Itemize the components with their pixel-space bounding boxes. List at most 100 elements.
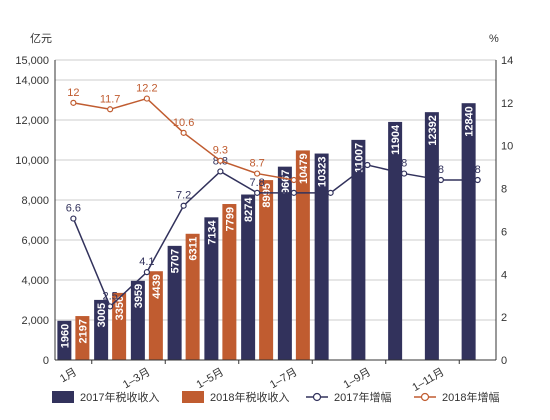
bar-2017-7 [314, 153, 329, 360]
y-right-tick-0: 0 [501, 355, 507, 367]
y-left-unit: 亿元 [30, 32, 52, 45]
bar-label-2018-3: 6311 [188, 237, 200, 261]
point-label-2017-1: 2.5 [102, 290, 117, 302]
y-right-tick-7: 14 [501, 55, 513, 67]
bar-2018-0 [75, 316, 90, 360]
legend-label-3: 2018年增幅 [442, 390, 499, 404]
bar-label-2017-5: 8274 [243, 197, 255, 222]
point-label-2017-9: 8 [401, 158, 407, 170]
point-2017-4 [217, 168, 224, 175]
x-tick-label-1: 1–3月 [121, 366, 152, 391]
bar-2018-4 [222, 204, 237, 360]
bar-2017-0 [57, 320, 72, 360]
point-label-2018-1: 11.7 [100, 93, 121, 105]
legend-label-2: 2017年增幅 [334, 390, 391, 404]
point-2017-0 [70, 215, 77, 222]
bar-label-2017-1: 3005 [96, 303, 108, 327]
bar-2017-3 [167, 245, 182, 360]
bar-label-2017-10: 12392 [427, 115, 439, 146]
y-right-tick-1: 2 [501, 312, 507, 324]
point-2017-9 [401, 170, 408, 177]
bar-label-2017-6: 9667 [280, 170, 292, 194]
y-right-tick-3: 6 [501, 226, 507, 238]
legend-label-1: 2018年税收收入 [210, 390, 289, 404]
y-left-tick-0: 0 [43, 355, 49, 367]
bar-2018-6 [295, 150, 310, 360]
point-label-2017-2: 4.1 [139, 256, 154, 268]
bar-label-2017-2: 3959 [133, 284, 145, 308]
bar-2017-9 [388, 121, 403, 360]
x-tick-label-2: 1–5月 [194, 366, 225, 391]
bar-label-2018-4: 7799 [224, 207, 236, 231]
point-label-2017-5: 7.8 [249, 177, 264, 189]
point-2018-5 [254, 170, 261, 177]
point-2017-8 [364, 161, 371, 169]
bar-2017-5 [241, 194, 256, 360]
bar-2018-5 [259, 180, 274, 360]
legend-swatch-0 [52, 391, 74, 403]
point-2017-2 [143, 269, 150, 276]
point-label-2018-3: 10.6 [173, 117, 194, 129]
bar-label-2018-0: 2197 [77, 319, 89, 343]
y-left-tick-6: 12,000 [15, 115, 49, 127]
bar-2018-2 [148, 271, 163, 360]
point-2018-1 [107, 106, 114, 113]
bar-label-2017-9: 11904 [390, 124, 402, 155]
y-left-tick-4: 8,000 [21, 195, 49, 207]
point-label-2018-5: 8.7 [249, 158, 264, 170]
y-right-unit: % [489, 33, 499, 45]
point-label-2017-11: 8 [475, 164, 481, 176]
legend-swatch-1 [182, 391, 204, 403]
y-left-tick-5: 10,000 [15, 155, 49, 167]
point-2017-10 [437, 176, 444, 184]
point-2017-6 [290, 189, 297, 196]
x-tick-label-0: 1月 [58, 366, 79, 385]
y-left-tick-2: 4,000 [21, 275, 49, 287]
x-tick-label-4: 1–9月 [341, 366, 372, 391]
bar-2017-1 [94, 299, 109, 360]
bar-label-2017-11: 12840 [464, 106, 476, 137]
point-label-2018-0: 12 [67, 87, 79, 99]
bar-2017-10 [424, 112, 439, 360]
point-2017-3 [180, 202, 187, 209]
point-label-2017-3: 7.2 [176, 190, 191, 202]
y-right-tick-6: 12 [501, 98, 513, 110]
bar-2017-8 [351, 139, 366, 360]
bar-label-2017-4: 7134 [206, 219, 218, 244]
bars: 1960 3005 3959 5707 7134 8274 9667 10323 11007 11… [57, 103, 476, 360]
y-right-tick-2: 4 [501, 269, 507, 281]
bar-label-2017-7: 10323 [317, 157, 329, 188]
grid-lines [55, 59, 496, 361]
growth-lines: 6.62.54.17.28.87.88881211.712.210.69.38.… [66, 83, 481, 310]
x-tick-label-3: 1–7月 [268, 366, 299, 391]
point-2018-0 [70, 99, 77, 106]
point-2018-4 [217, 157, 224, 164]
y-left-tick-3: 6,000 [21, 235, 49, 247]
point-label-2017-0: 6.6 [66, 203, 81, 215]
y-right-tick-5: 10 [501, 141, 513, 153]
point-2018-2 [143, 95, 150, 102]
bar-label-2018-1: 3356 [114, 296, 126, 320]
point-2017-11 [474, 176, 481, 184]
point-label-2018-4: 9.3 [213, 145, 228, 157]
legend-marker-2 [312, 392, 322, 402]
bar-label-2018-2: 4439 [151, 274, 163, 298]
bar-label-2017-8: 11007 [353, 143, 365, 173]
point-2018-6 [290, 176, 297, 184]
y-left-tick-8: 15,000 [15, 55, 49, 67]
legend-marker-3 [420, 392, 430, 402]
bar-2017-11 [461, 103, 476, 360]
y-right-tick-4: 8 [501, 184, 507, 196]
bar-label-2018-6: 10479 [298, 153, 310, 184]
point-2017-5 [254, 189, 261, 196]
point-label-2017-10: 8 [438, 164, 444, 176]
y-left-tick-7: 14,000 [15, 75, 49, 87]
point-label-2018-2: 12.2 [136, 83, 157, 95]
bar-2018-3 [185, 233, 200, 360]
bar-2017-6 [277, 166, 292, 360]
x-tick-label-5: 1–11月 [410, 366, 446, 394]
point-2018-3 [180, 129, 187, 136]
y-left-tick-1: 2,000 [21, 315, 49, 327]
point-2017-7 [327, 189, 334, 196]
